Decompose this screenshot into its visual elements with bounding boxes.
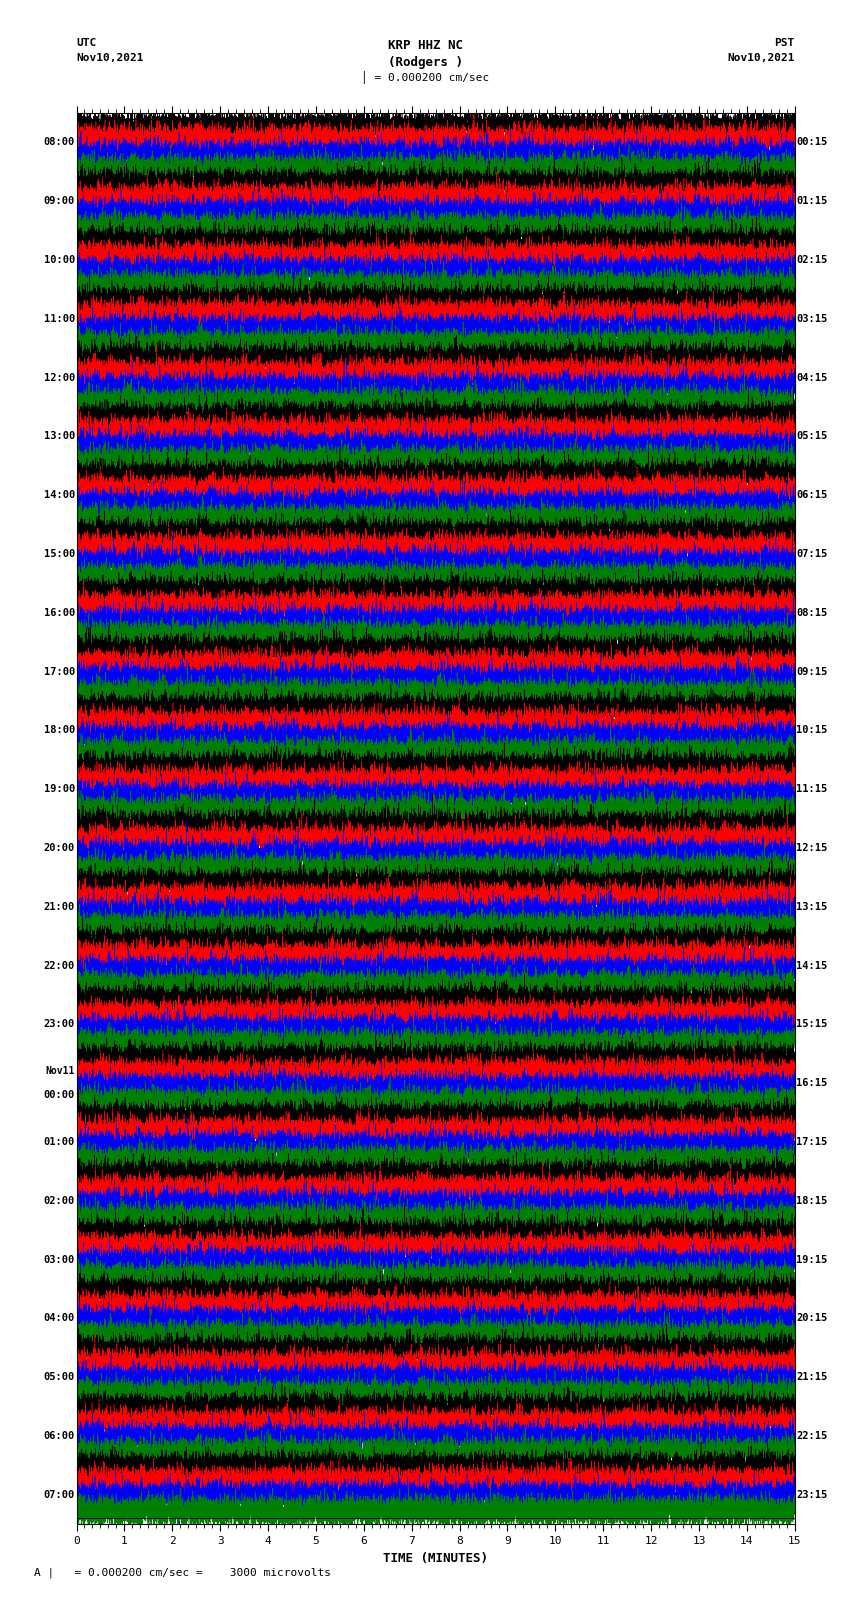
Text: 02:00: 02:00 (44, 1195, 75, 1207)
Text: 13:15: 13:15 (796, 902, 827, 911)
Text: 23:15: 23:15 (796, 1490, 827, 1500)
Text: │ = 0.000200 cm/sec: │ = 0.000200 cm/sec (361, 71, 489, 84)
Text: 13:00: 13:00 (44, 431, 75, 442)
Text: 00:15: 00:15 (796, 137, 827, 147)
Text: 21:00: 21:00 (44, 902, 75, 911)
Text: (Rodgers ): (Rodgers ) (388, 55, 462, 69)
Text: 09:00: 09:00 (44, 197, 75, 206)
Text: 20:15: 20:15 (796, 1313, 827, 1323)
Text: 19:15: 19:15 (796, 1255, 827, 1265)
Text: UTC: UTC (76, 39, 97, 48)
Text: PST: PST (774, 39, 795, 48)
Text: 22:00: 22:00 (44, 961, 75, 971)
Text: 12:15: 12:15 (796, 844, 827, 853)
Text: 02:15: 02:15 (796, 255, 827, 265)
Text: 00:00: 00:00 (44, 1090, 75, 1100)
Text: 09:15: 09:15 (796, 666, 827, 676)
Text: 14:15: 14:15 (796, 961, 827, 971)
Text: 06:15: 06:15 (796, 490, 827, 500)
X-axis label: TIME (MINUTES): TIME (MINUTES) (383, 1552, 488, 1565)
Text: 01:15: 01:15 (796, 197, 827, 206)
Text: 17:00: 17:00 (44, 666, 75, 676)
Text: Nov10,2021: Nov10,2021 (76, 53, 144, 63)
Text: 08:00: 08:00 (44, 137, 75, 147)
Text: A |   = 0.000200 cm/sec =    3000 microvolts: A | = 0.000200 cm/sec = 3000 microvolts (34, 1566, 331, 1578)
Text: 18:15: 18:15 (796, 1195, 827, 1207)
Text: 03:00: 03:00 (44, 1255, 75, 1265)
Text: 11:00: 11:00 (44, 315, 75, 324)
Text: KRP HHZ NC: KRP HHZ NC (388, 39, 462, 52)
Text: 07:15: 07:15 (796, 548, 827, 560)
Text: 23:00: 23:00 (44, 1019, 75, 1029)
Text: 16:15: 16:15 (796, 1077, 827, 1089)
Text: 10:15: 10:15 (796, 726, 827, 736)
Text: 15:15: 15:15 (796, 1019, 827, 1029)
Text: 01:00: 01:00 (44, 1137, 75, 1147)
Text: 03:15: 03:15 (796, 315, 827, 324)
Text: 16:00: 16:00 (44, 608, 75, 618)
Text: 21:15: 21:15 (796, 1373, 827, 1382)
Text: 04:15: 04:15 (796, 373, 827, 382)
Text: 20:00: 20:00 (44, 844, 75, 853)
Text: 17:15: 17:15 (796, 1137, 827, 1147)
Text: 06:00: 06:00 (44, 1431, 75, 1440)
Text: Nov11: Nov11 (46, 1066, 75, 1076)
Text: 11:15: 11:15 (796, 784, 827, 794)
Text: 10:00: 10:00 (44, 255, 75, 265)
Text: 14:00: 14:00 (44, 490, 75, 500)
Text: 08:15: 08:15 (796, 608, 827, 618)
Text: 18:00: 18:00 (44, 726, 75, 736)
Text: 07:00: 07:00 (44, 1490, 75, 1500)
Text: 22:15: 22:15 (796, 1431, 827, 1440)
Text: 05:15: 05:15 (796, 431, 827, 442)
Text: Nov10,2021: Nov10,2021 (728, 53, 795, 63)
Text: 12:00: 12:00 (44, 373, 75, 382)
Text: 04:00: 04:00 (44, 1313, 75, 1323)
Text: 19:00: 19:00 (44, 784, 75, 794)
Text: 05:00: 05:00 (44, 1373, 75, 1382)
Text: 15:00: 15:00 (44, 548, 75, 560)
